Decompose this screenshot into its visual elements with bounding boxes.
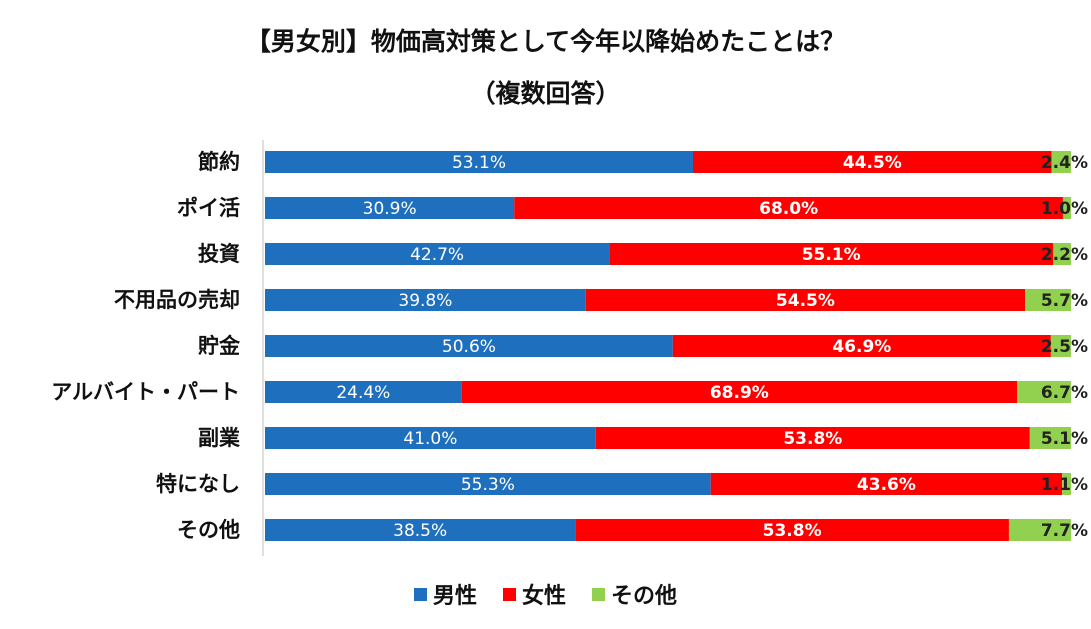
bar-female-part-time	[461, 381, 1017, 403]
bar-male-savings-deposit	[265, 335, 673, 357]
data-label-other-savings-deposit: 2.5%	[1041, 337, 1088, 357]
data-label-other-saving: 2.4%	[1041, 153, 1088, 173]
bar-female-investment	[609, 243, 1054, 265]
bar-other-side-job	[1029, 427, 1071, 449]
category-label-side-job: 副業	[198, 426, 241, 450]
legend-swatch-other	[592, 587, 605, 601]
chart-title: 【男女別】物価高対策として今年以降始めたことは？	[245, 27, 846, 56]
bar-male-none	[265, 473, 711, 495]
legend-label-male: 男性	[432, 584, 477, 609]
data-label-male-other: 38.5%	[393, 521, 447, 541]
data-label-other-none: 1.1%	[1041, 475, 1088, 495]
legend-item-female: 女性	[502, 578, 566, 610]
data-label-female-side-job: 53.8%	[783, 429, 842, 449]
data-label-other-selling: 5.7%	[1041, 291, 1088, 311]
category-label-part-time: アルバイト・パート	[51, 380, 240, 404]
data-label-female-part-time: 68.9%	[710, 383, 769, 403]
category-label-points: ポイ活	[177, 196, 240, 220]
data-label-other-part-time: 6.7%	[1041, 383, 1088, 403]
bar-female-selling	[585, 289, 1026, 311]
bar-female-saving	[692, 151, 1052, 173]
legend-item-other: その他	[592, 578, 677, 610]
data-label-male-savings-deposit: 50.6%	[442, 337, 496, 357]
bar-male-saving	[265, 151, 693, 173]
data-label-other-investment: 2.2%	[1041, 245, 1088, 265]
data-label-female-investment: 55.1%	[802, 245, 861, 265]
bar-male-other	[265, 519, 576, 541]
bar-other-saving	[1051, 151, 1071, 173]
bar-male-selling	[265, 289, 586, 311]
data-label-other-other: 7.7%	[1041, 521, 1088, 541]
legend-swatch-female	[502, 587, 516, 601]
data-label-female-other: 53.8%	[763, 521, 822, 541]
bar-female-other	[575, 519, 1009, 541]
category-label-investment: 投資	[198, 242, 240, 266]
bar-male-investment	[265, 243, 610, 265]
category-label-selling: 不用品の売却	[114, 288, 240, 312]
bar-female-none	[710, 473, 1063, 495]
chart-legend: 男性 女性 その他	[0, 578, 1091, 610]
data-label-female-selling: 54.5%	[776, 291, 835, 311]
data-label-male-points: 30.9%	[363, 199, 417, 219]
bar-female-savings-deposit	[672, 335, 1051, 357]
category-label-savings-deposit: 貯金	[198, 334, 241, 358]
data-label-male-saving: 53.1%	[452, 153, 506, 173]
chart-subtitle: （複数回答）	[470, 79, 621, 108]
bar-other-points	[1062, 197, 1071, 219]
bar-other-other	[1008, 519, 1071, 541]
category-label-other: その他	[177, 518, 240, 542]
data-label-male-none: 55.3%	[461, 475, 515, 495]
bar-other-none	[1062, 473, 1071, 495]
legend-label-female: 女性	[521, 584, 566, 609]
data-label-male-selling: 39.8%	[398, 291, 452, 311]
bar-other-part-time	[1016, 381, 1071, 403]
legend-label-other: その他	[611, 584, 678, 609]
data-label-female-none: 43.6%	[857, 475, 916, 495]
bar-male-side-job	[265, 427, 596, 449]
data-label-female-savings-deposit: 46.9%	[832, 337, 891, 357]
bar-male-part-time	[265, 381, 462, 403]
bar-other-selling	[1025, 289, 1071, 311]
bar-female-points	[514, 197, 1063, 219]
data-label-female-points: 68.0%	[759, 199, 818, 219]
data-label-other-side-job: 5.1%	[1041, 429, 1088, 449]
stacked-bar-chart: 節約 53.1% 44.5% 2.4% ポイ活 30.9% 68.0% 1.0% 投資 42.7%…	[51, 140, 1088, 556]
bar-other-investment	[1053, 243, 1071, 265]
legend-item-male: 男性	[413, 578, 477, 610]
data-label-female-saving: 44.5%	[843, 153, 902, 173]
data-label-male-investment: 42.7%	[410, 245, 464, 265]
data-label-other-points: 1.0%	[1041, 199, 1088, 219]
bar-other-savings-deposit	[1050, 335, 1071, 357]
category-label-saving: 節約	[198, 150, 240, 174]
bar-male-points	[265, 197, 515, 219]
bar-female-side-job	[595, 427, 1030, 449]
data-label-male-part-time: 24.4%	[336, 383, 390, 403]
category-label-none: 特になし	[156, 472, 240, 496]
data-label-male-side-job: 41.0%	[403, 429, 457, 449]
legend-swatch-male	[413, 587, 427, 601]
